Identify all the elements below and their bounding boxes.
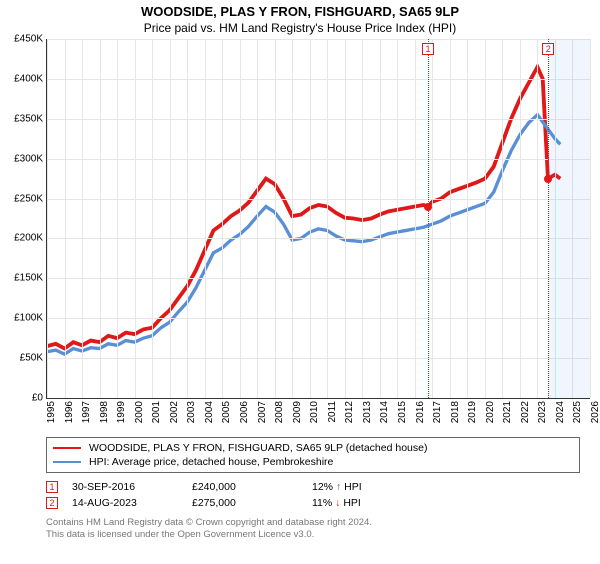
x-tick-label: 1996 <box>64 401 75 423</box>
legend-item-property: WOODSIDE, PLAS Y FRON, FISHGUARD, SA65 9… <box>53 441 573 455</box>
y-tick-label: £50K <box>20 353 47 364</box>
x-tick-label: 2010 <box>309 401 320 423</box>
y-tick-label: £100K <box>14 313 47 324</box>
footer-line-1: Contains HM Land Registry data © Crown c… <box>46 517 600 529</box>
x-axis-ticks: 1995 1996 1997 1998 1999 2000 2001 2002 2003 2004… <box>46 399 590 433</box>
sale-vline <box>548 39 549 398</box>
legend-label-property: WOODSIDE, PLAS Y FRON, FISHGUARD, SA65 9… <box>89 442 427 454</box>
x-tick-label: 2014 <box>379 401 390 423</box>
y-tick-label: £0 <box>32 393 47 404</box>
sale-date-2: 14-AUG-2023 <box>72 497 192 509</box>
x-tick-label: 1999 <box>116 401 127 423</box>
y-tick-label: £450K <box>14 34 47 45</box>
x-tick-label: 2007 <box>257 401 268 423</box>
x-tick-label: 2003 <box>186 401 197 423</box>
sale-point <box>544 175 552 183</box>
sale-price-2: £275,000 <box>192 497 312 509</box>
footer: Contains HM Land Registry data © Crown c… <box>46 517 600 541</box>
x-tick-label: 2024 <box>555 401 566 423</box>
chart-container: WOODSIDE, PLAS Y FRON, FISHGUARD, SA65 9… <box>0 4 600 541</box>
x-tick-label: 1998 <box>99 401 110 423</box>
x-tick-label: 2009 <box>292 401 303 423</box>
y-tick-label: £350K <box>14 113 47 124</box>
x-tick-label: 2015 <box>397 401 408 423</box>
line-svg <box>47 39 590 398</box>
x-tick-label: 2012 <box>344 401 355 423</box>
sale-marker-2: 2 <box>46 497 58 509</box>
sales-table: 1 30-SEP-2016 £240,000 12% ↑ HPI 2 14-AU… <box>46 479 600 511</box>
x-tick-label: 2004 <box>204 401 215 423</box>
x-tick-label: 2001 <box>151 401 162 423</box>
x-tick-label: 1997 <box>81 401 92 423</box>
sale-date-1: 30-SEP-2016 <box>72 481 192 493</box>
x-tick-label: 2002 <box>169 401 180 423</box>
chart-wrap: £0£50K£100K£150K£200K£250K£300K£350K£400… <box>46 39 590 433</box>
shade-region <box>548 39 590 398</box>
sale-point <box>424 203 432 211</box>
y-tick-label: £150K <box>14 273 47 284</box>
legend-item-hpi: HPI: Average price, detached house, Pemb… <box>53 455 573 469</box>
sale-marker-1: 1 <box>46 481 58 493</box>
x-tick-label: 2008 <box>274 401 285 423</box>
table-row: 2 14-AUG-2023 £275,000 11% ↓ HPI <box>46 495 600 511</box>
series-line-property <box>47 67 560 349</box>
x-tick-label: 2017 <box>432 401 443 423</box>
sale-marker-box: 2 <box>542 43 554 55</box>
footer-line-2: This data is licensed under the Open Gov… <box>46 529 600 541</box>
y-tick-label: £300K <box>14 153 47 164</box>
sale-delta-1: 12% ↑ HPI <box>312 481 432 493</box>
x-tick-label: 2016 <box>415 401 426 423</box>
x-tick-label: 2020 <box>485 401 496 423</box>
legend: WOODSIDE, PLAS Y FRON, FISHGUARD, SA65 9… <box>46 437 580 473</box>
x-tick-label: 2022 <box>520 401 531 423</box>
x-tick-label: 2026 <box>590 401 600 423</box>
legend-swatch-property <box>53 447 81 449</box>
legend-swatch-hpi <box>53 461 81 463</box>
x-tick-label: 2019 <box>467 401 478 423</box>
x-tick-label: 2013 <box>362 401 373 423</box>
sale-vline <box>428 39 429 398</box>
chart-title: WOODSIDE, PLAS Y FRON, FISHGUARD, SA65 9… <box>0 4 600 19</box>
sale-delta-2: 11% ↓ HPI <box>312 497 432 509</box>
y-tick-label: £250K <box>14 193 47 204</box>
y-tick-label: £400K <box>14 73 47 84</box>
plot-area: £0£50K£100K£150K£200K£250K£300K£350K£400… <box>46 39 590 399</box>
x-tick-label: 1995 <box>46 401 57 423</box>
table-row: 1 30-SEP-2016 £240,000 12% ↑ HPI <box>46 479 600 495</box>
sale-marker-box: 1 <box>422 43 434 55</box>
chart-subtitle: Price paid vs. HM Land Registry's House … <box>0 21 600 35</box>
x-tick-label: 2023 <box>537 401 548 423</box>
x-tick-label: 2011 <box>327 401 338 423</box>
legend-label-hpi: HPI: Average price, detached house, Pemb… <box>89 456 333 468</box>
x-tick-label: 2025 <box>572 401 583 423</box>
x-tick-label: 2005 <box>221 401 232 423</box>
y-tick-label: £200K <box>14 233 47 244</box>
x-tick-label: 2021 <box>502 401 513 423</box>
x-tick-label: 2018 <box>450 401 461 423</box>
sale-price-1: £240,000 <box>192 481 312 493</box>
x-tick-label: 2000 <box>134 401 145 423</box>
x-tick-label: 2006 <box>239 401 250 423</box>
